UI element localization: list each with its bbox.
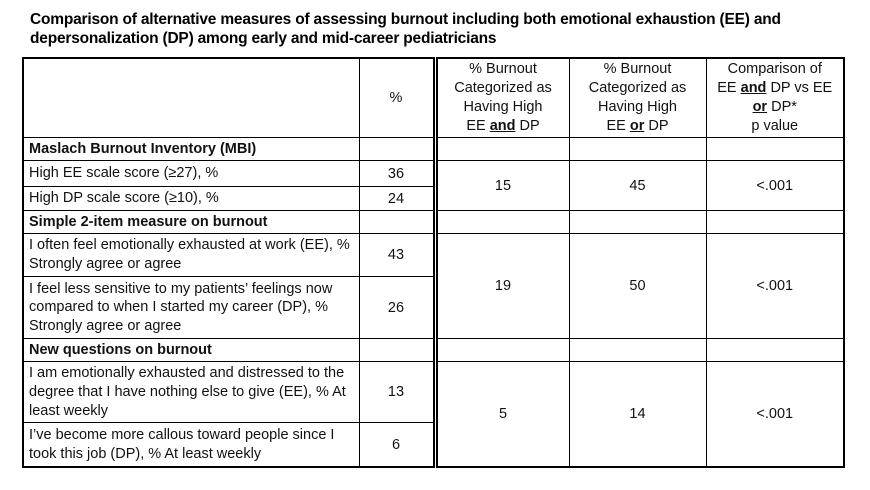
empty-cell	[568, 210, 707, 235]
empty-cell	[434, 338, 570, 363]
row-percent: 36	[358, 160, 438, 188]
row-percent: 26	[358, 276, 438, 340]
header-line: EE	[606, 118, 630, 135]
p-value: <.001	[705, 160, 845, 212]
empty-cell	[434, 137, 570, 162]
header-line: Categorized as	[454, 79, 552, 96]
row-percent: 43	[358, 233, 438, 278]
table-row-high-ee: High EE scale score (≥27), % 36 15 45 <.…	[22, 160, 845, 212]
empty-cell	[568, 338, 707, 363]
row-label: High DP scale score (≥10), %	[22, 186, 360, 212]
emphasis-or: or	[752, 99, 768, 116]
row-label: I’ve become more callous toward people s…	[22, 422, 360, 468]
table-header-row: % % Burnout Categorized as Having High E…	[22, 57, 845, 139]
header-line: % Burnout	[469, 60, 537, 77]
row-label: I feel less sensitive to my patients’ fe…	[22, 276, 360, 340]
header-line: Comparison of	[727, 60, 822, 77]
header-measure-blank	[22, 57, 360, 139]
empty-cell	[358, 338, 438, 363]
or-burnout-value: 50	[568, 233, 707, 340]
emphasis-or: or	[629, 118, 645, 135]
section-row-simple: Simple 2-item measure on burnout	[22, 210, 845, 235]
empty-cell	[705, 338, 845, 363]
section-header-new-questions: New questions on burnout	[22, 338, 360, 363]
and-burnout-value: 5	[434, 361, 570, 468]
header-line: p value	[751, 118, 799, 135]
header-line: % Burnout	[603, 60, 672, 77]
emphasis-and: and	[740, 79, 767, 96]
table-row-less-sensitive: I feel less sensitive to my patients’ fe…	[22, 276, 844, 340]
header-line: EE	[717, 79, 741, 96]
section-row-mbi: Maslach Burnout Inventory (MBI)	[22, 137, 845, 162]
and-burnout-value: 15	[434, 160, 570, 212]
empty-cell	[705, 137, 845, 162]
header-line: DP vs EE	[766, 79, 833, 96]
emphasis-and: and	[489, 118, 516, 135]
empty-cell	[358, 210, 438, 235]
p-value: <.001	[705, 361, 845, 468]
row-percent: 6	[358, 422, 438, 468]
row-percent: 13	[358, 361, 438, 424]
empty-cell	[568, 137, 707, 162]
table-row-high-dp: High DP scale score (≥10), % 24	[22, 186, 844, 212]
row-label: I often feel emotionally exhausted at wo…	[22, 233, 360, 278]
header-high-ee-or-dp: % Burnout Categorized as Having High EE …	[568, 57, 707, 139]
or-burnout-value: 45	[568, 160, 707, 212]
header-line: DP*	[767, 99, 797, 116]
header-line: Having High	[463, 99, 543, 116]
burnout-comparison-table: % % Burnout Categorized as Having High E…	[22, 56, 845, 468]
header-line: DP	[515, 118, 540, 135]
section-header-mbi: Maslach Burnout Inventory (MBI)	[22, 137, 360, 162]
empty-cell	[358, 137, 438, 162]
or-burnout-value: 14	[568, 361, 707, 468]
row-label: High EE scale score (≥27), %	[22, 160, 360, 188]
header-line: Having High	[598, 99, 677, 116]
empty-cell	[434, 210, 570, 235]
header-high-ee-and-dp: % Burnout Categorized as Having High EE …	[434, 57, 570, 139]
empty-cell	[705, 210, 845, 235]
header-line: DP	[644, 118, 669, 135]
table-title: Comparison of alternative measures of as…	[30, 11, 781, 47]
row-label: I am emotionally exhausted and distresse…	[22, 361, 360, 424]
section-header-simple: Simple 2-item measure on burnout	[22, 210, 360, 235]
header-percent: %	[358, 57, 438, 139]
table-row-often-exhausted: I often feel emotionally exhausted at wo…	[22, 233, 845, 340]
section-row-new-questions: New questions on burnout	[22, 338, 845, 363]
header-p-value: Comparison of EE and DP vs EE or DP* p v…	[705, 57, 845, 139]
header-line: Categorized as	[588, 79, 687, 96]
table-row-more-callous: I’ve become more callous toward people s…	[22, 422, 844, 468]
p-value: <.001	[705, 233, 845, 340]
table-row-nothing-to-give: I am emotionally exhausted and distresse…	[22, 361, 845, 468]
and-burnout-value: 19	[434, 233, 570, 340]
header-line: EE	[466, 118, 490, 135]
row-percent: 24	[358, 186, 438, 212]
